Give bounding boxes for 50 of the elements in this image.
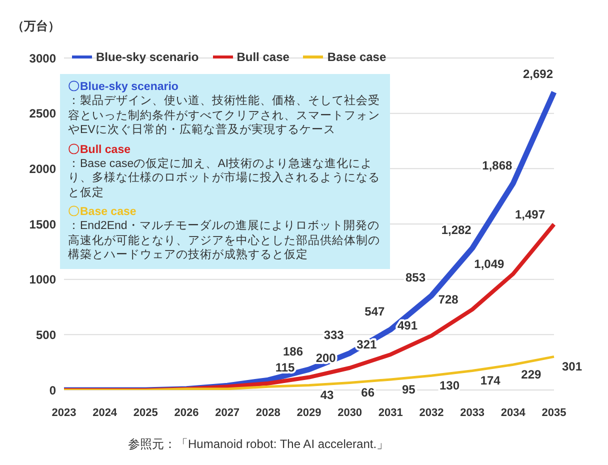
data-label: 333 [324, 328, 344, 342]
annotation: ：End2End・マルチモーダルの進展によりロボット開発の高速化が可能となり、アジアを中心とした部品供給体制の構築とハードウェアの技術が成熟すると仮定 [68, 219, 381, 262]
data-label: 115 [275, 360, 296, 374]
data-label: 728 [438, 292, 459, 306]
data-label: 1,497 [514, 207, 546, 222]
annotation: 〇Base case [68, 205, 138, 220]
data-label: 547 [364, 304, 385, 318]
x-tick-label: 2035 [542, 406, 566, 419]
data-label: 95 [402, 382, 416, 396]
data-label: 1,049 [474, 256, 505, 271]
x-tick-label: 2028 [256, 406, 280, 419]
y-tick-label: 2000 [29, 162, 56, 176]
data-label: 229 [521, 368, 542, 382]
data-label: 1,868 [482, 158, 513, 172]
x-tick-label: 2033 [460, 406, 485, 419]
data-label: 66 [361, 386, 375, 400]
y-tick-label: 2500 [29, 106, 56, 121]
x-tick-label: 2026 [174, 406, 199, 419]
x-tick-label: 2024 [92, 406, 118, 419]
annotation: ：Base caseの仮定に加え、AI技術のより急速な進化により、多様な仕様のロボットが市場に投入されるようになると仮定 [68, 156, 381, 200]
x-tick-label: 2034 [500, 406, 526, 419]
data-label: 491 [397, 318, 418, 333]
y-tick-label: 1000 [29, 272, 56, 287]
legend-label: Blue-sky scenario [95, 50, 199, 64]
annotation: 〇Blue-sky scenario [68, 80, 180, 94]
x-tick-label: 2027 [215, 406, 240, 419]
text: 参照元：「Humanoid robot: The AI accelerant.」 [128, 436, 389, 453]
x-tick-label: 2032 [419, 406, 444, 419]
data-label: 853 [405, 270, 426, 285]
y-tick-label: 3000 [29, 51, 56, 66]
annotation: ：製品デザイン、使い道、技術性能、価格、そして社会受容といった制約条件がすべてクリアされ、スマートフォンやEVに次ぐ日常的・広範な普及が実現するケース [68, 94, 381, 138]
x-tick-label: 2025 [133, 406, 158, 419]
x-tick-label: 2030 [338, 406, 362, 419]
data-label: 1,282 [441, 223, 472, 238]
y-tick-label: 1500 [29, 217, 56, 232]
y-tick-label: 500 [36, 328, 56, 342]
data-label: 301 [562, 360, 582, 374]
y-tick-label: 0 [49, 383, 56, 398]
y-axis-title: （万台） [12, 18, 60, 35]
data-label: 2,692 [522, 67, 554, 82]
x-tick-label: 2031 [378, 406, 403, 419]
data-label: 130 [439, 378, 460, 393]
data-label: 43 [320, 388, 334, 402]
x-tick-label: 2029 [296, 406, 322, 419]
data-label: 186 [282, 344, 304, 358]
x-tick-label: 2023 [52, 406, 76, 419]
legend-label: Base case [326, 50, 386, 64]
legend-label: Bull case [236, 50, 290, 64]
data-label: 174 [480, 374, 501, 388]
annotation: 〇Bull case [68, 142, 132, 157]
